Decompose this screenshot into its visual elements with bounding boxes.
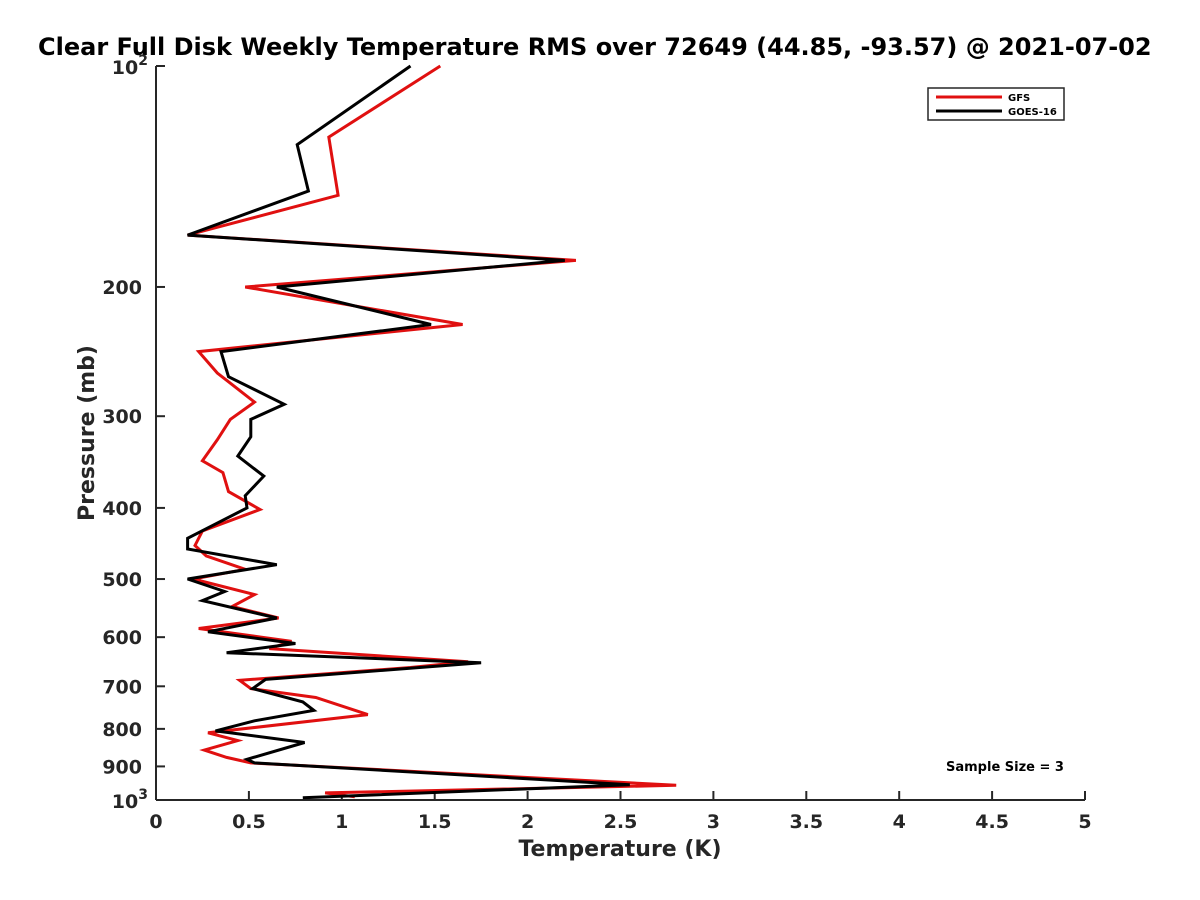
x-tick-label: 1.5 — [418, 811, 452, 833]
y-tick-label-base: 10 — [112, 57, 138, 79]
chart-title: Clear Full Disk Weekly Temperature RMS o… — [38, 33, 1152, 61]
x-tick-label: 3 — [707, 811, 720, 833]
series-lines — [186, 64, 677, 800]
legend-label: GOES-16 — [1008, 107, 1057, 118]
series-line-goes-16 — [186, 64, 630, 800]
x-tick-label: 4.5 — [975, 811, 1009, 833]
x-axis-label: Temperature (K) — [518, 837, 721, 862]
y-axis-label: Pressure (mb) — [75, 345, 100, 521]
y-tick-label: 102 — [112, 53, 148, 79]
y-tick-label: 400 — [102, 498, 142, 520]
x-tick-label: 4 — [893, 811, 906, 833]
y-tick-label-exponent: 3 — [138, 787, 148, 803]
x-tick-label: 1 — [335, 811, 348, 833]
x-tick-label: 5 — [1078, 811, 1091, 833]
y-tick-label-exponent: 2 — [138, 53, 148, 69]
x-tick-label: 0 — [149, 811, 162, 833]
x-tick-label: 2 — [521, 811, 534, 833]
y-tick-label: 800 — [102, 719, 142, 741]
y-tick-label: 900 — [102, 756, 142, 778]
legend: GFS GOES-16 — [927, 87, 1065, 121]
y-tick-label: 600 — [102, 627, 142, 649]
y-tick-label: 200 — [102, 277, 142, 299]
series-line-gfs — [187, 64, 677, 799]
x-tick-label: 2.5 — [604, 811, 638, 833]
y-tick-label: 500 — [102, 569, 142, 591]
y-tick-label: 300 — [102, 406, 142, 428]
plot-area: 0 0.5 1 1.5 2 2.5 3 3.5 4 4.5 5 102200300400500600… — [102, 53, 1091, 833]
y-tick-label-base: 10 — [112, 791, 138, 813]
x-tick-label: 3.5 — [789, 811, 823, 833]
y-tick-label: 103 — [112, 787, 148, 813]
x-tick-label: 0.5 — [232, 811, 266, 833]
sample-size-annotation: Sample Size = 3 — [946, 760, 1064, 775]
legend-label: GFS — [1008, 93, 1030, 104]
legend-box — [927, 87, 1065, 121]
x-axis-ticks: 0 0.5 1 1.5 2 2.5 3 3.5 4 4.5 5 — [149, 791, 1092, 833]
y-tick-label: 700 — [102, 676, 142, 698]
